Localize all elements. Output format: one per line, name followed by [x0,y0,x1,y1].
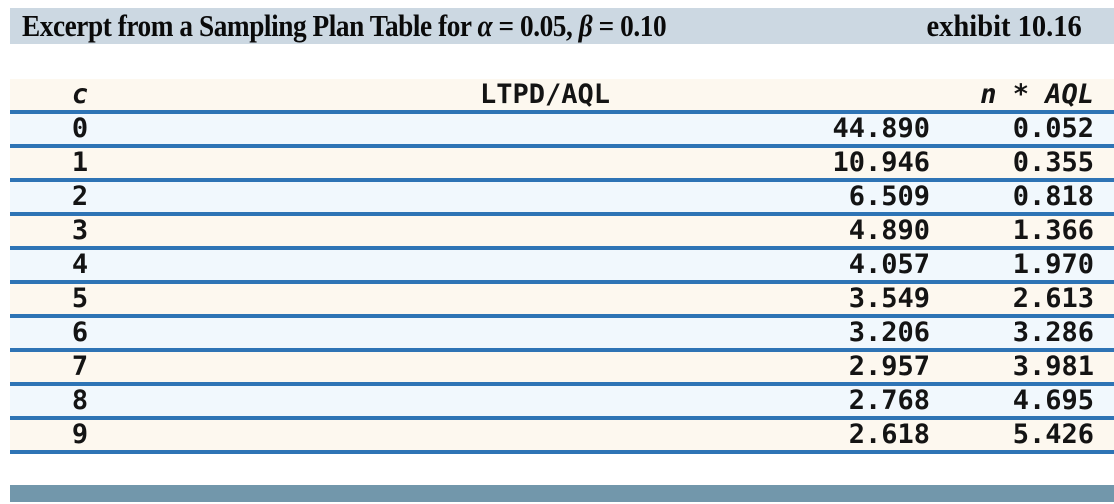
beta-symbol: β [578,8,593,43]
cell-n-aql: 3.286 [1012,318,1094,348]
table-row: 2 6.509 0.818 [10,182,1114,216]
title-text-2: = 0.05, [492,8,579,43]
table-row: 9 2.618 5.426 [10,420,1114,454]
cell-n-aql: 1.970 [1012,250,1094,280]
cell-n-aql: 2.613 [1012,284,1094,314]
cell-ltpd-aql: 2.768 [848,386,930,416]
table-header-row: c LTPD/AQL n * AQL [10,79,1114,114]
exhibit-number: exhibit 10.16 [926,8,1082,43]
cell-c: 7 [71,352,89,382]
sampling-plan-table: c LTPD/AQL n * AQL 0 44.890 0.052 1 10.9… [10,79,1114,454]
cell-c: 0 [71,114,89,144]
cell-c: 1 [71,148,89,178]
cell-n-aql: 0.355 [1012,148,1094,178]
table-row: 8 2.768 4.695 [10,386,1114,420]
table-row: 3 4.890 1.366 [10,216,1114,250]
column-header-ltpd-aql: LTPD/AQL [479,79,611,110]
cell-n-aql: 0.052 [1012,114,1094,144]
cell-ltpd-aql: 2.618 [848,420,930,450]
cell-ltpd-aql: 2.957 [848,352,930,382]
title-text-3: = 0.10 [592,8,667,43]
cell-c: 6 [71,318,89,348]
alpha-symbol: α [477,8,493,43]
table-row: 7 2.957 3.981 [10,352,1114,386]
table-row: 0 44.890 0.052 [10,114,1114,148]
cell-ltpd-aql: 4.057 [848,250,930,280]
cell-c: 9 [71,420,89,450]
column-header-c: c [71,79,89,110]
table-row: 4 4.057 1.970 [10,250,1114,284]
cell-c: 2 [71,182,89,212]
title-text-1: Excerpt from a Sampling Plan Table for [22,8,478,43]
cell-n-aql: 3.981 [1012,352,1094,382]
table-row: 5 3.549 2.613 [10,284,1114,318]
cell-c: 3 [71,216,89,246]
title-banner: Excerpt from a Sampling Plan Table for α… [10,8,1114,44]
cell-c: 5 [71,284,89,314]
cell-n-aql: 4.695 [1012,386,1094,416]
cell-n-aql: 5.426 [1012,420,1094,450]
table-row: 6 3.206 3.286 [10,318,1114,352]
cell-c: 8 [71,386,89,416]
cell-ltpd-aql: 10.946 [832,148,930,178]
cell-ltpd-aql: 3.206 [848,318,930,348]
cell-c: 4 [71,250,89,280]
cell-ltpd-aql: 3.549 [848,284,930,314]
table-row: 1 10.946 0.355 [10,148,1114,182]
cell-ltpd-aql: 44.890 [832,114,930,144]
cell-n-aql: 1.366 [1012,216,1094,246]
page-title: Excerpt from a Sampling Plan Table for α… [22,8,667,44]
cell-n-aql: 0.818 [1012,182,1094,212]
cell-ltpd-aql: 6.509 [848,182,930,212]
footer-divider-bar [10,485,1114,502]
column-header-n-aql: n * AQL [980,79,1094,110]
cell-ltpd-aql: 4.890 [848,216,930,246]
